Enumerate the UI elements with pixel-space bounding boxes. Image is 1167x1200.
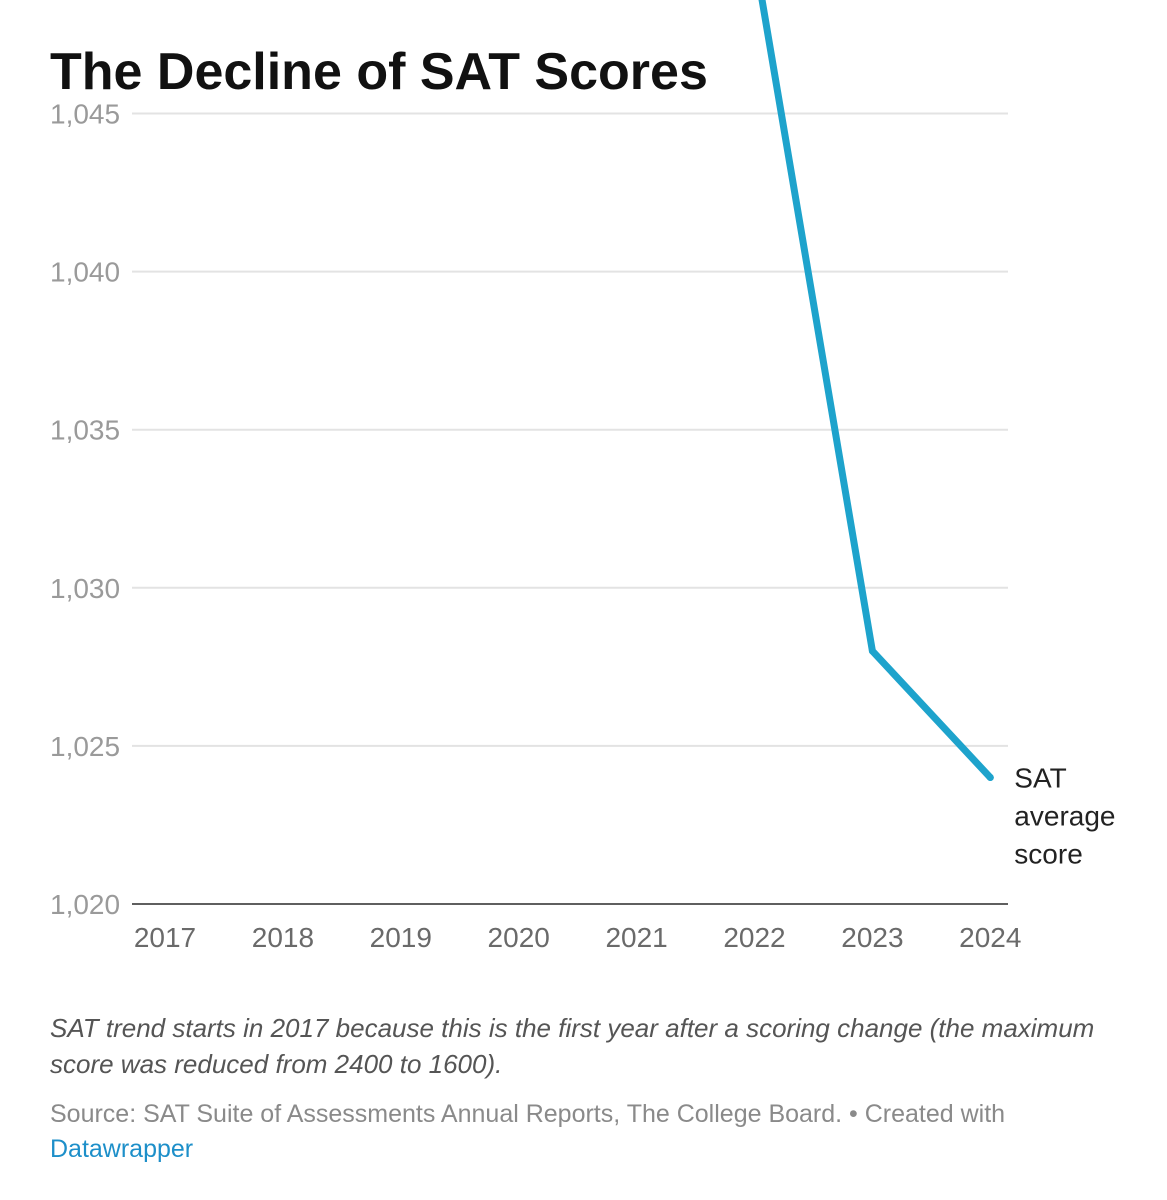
source-line: Source: SAT Suite of Assessments Annual …: [50, 1097, 1140, 1167]
series-end-label: SAT average score: [1014, 763, 1115, 870]
y-tick-label: 1,020: [50, 889, 120, 920]
sat-average-score-line: [758, 0, 994, 781]
y-axis: 1,0201,0251,0301,0351,0401,0451,0501,055…: [50, 99, 120, 921]
series-label-line: score: [1014, 839, 1082, 870]
x-tick-label: 2019: [370, 922, 432, 953]
x-tick-label: 2023: [841, 922, 903, 953]
gridlines: [132, 112, 1008, 905]
series-label: SAT average score: [1014, 763, 1115, 870]
source-text: Source: SAT Suite of Assessments Annual …: [50, 1100, 1006, 1128]
chart-notes: SAT trend starts in 2017 because this is…: [50, 1013, 1095, 1079]
series-label-line: SAT: [1014, 763, 1066, 794]
line-chart: 1,0201,0251,0301,0351,0401,0451,0501,055…: [50, 0, 1115, 953]
chart-title: The Decline of SAT Scores: [50, 43, 708, 101]
y-tick-label: 1,035: [50, 415, 120, 446]
x-tick-label: 2018: [252, 922, 314, 953]
datawrapper-link[interactable]: Datawrapper: [50, 1135, 194, 1163]
x-tick-label: 2021: [605, 922, 667, 953]
x-tick-label: 2017: [134, 922, 196, 953]
x-tick-label: 2020: [488, 922, 550, 953]
x-tick-label: 2022: [723, 922, 785, 953]
data-point: [986, 774, 994, 782]
y-tick-label: 1,030: [50, 573, 120, 604]
y-tick-label: 1,025: [50, 731, 120, 762]
x-tick-label: 2024: [959, 922, 1021, 953]
series-label-line: average: [1014, 801, 1115, 832]
x-axis: 2017 2018 2019 2020 2021 2022 2023 2024: [134, 922, 1022, 953]
data-point: [868, 647, 876, 655]
y-tick-label: 1,040: [50, 257, 120, 288]
series-group: [758, 0, 994, 782]
y-tick-label: 1,045: [50, 99, 120, 130]
